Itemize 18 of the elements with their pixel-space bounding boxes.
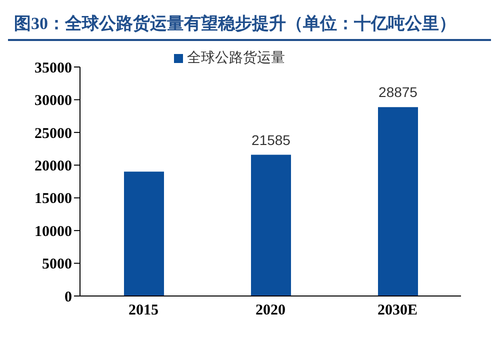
bar [251,154,291,296]
y-tick-label: 0 [64,289,72,306]
bar [124,172,164,296]
y-tick-label: 15000 [34,191,72,208]
y-tick-label: 30000 [34,93,72,110]
chart-title: 图30：全球公路货运量有望稳步提升（单位：十亿吨公里） [8,8,491,41]
y-tick-label: 10000 [34,224,72,240]
data-label: 28875 [378,84,418,100]
y-tick-label: 5000 [42,256,72,273]
legend-label: 全球公路货运量 [187,51,285,66]
y-tick-label: 25000 [34,126,72,142]
bar [378,107,418,296]
x-tick-label: 2015 [128,302,158,319]
data-label: 21585 [252,132,291,148]
x-tick-label: 2020 [256,302,286,319]
y-tick-label: 35000 [34,60,72,76]
y-tick-label: 20000 [34,158,72,174]
x-tick-label: 2030E [377,302,418,319]
